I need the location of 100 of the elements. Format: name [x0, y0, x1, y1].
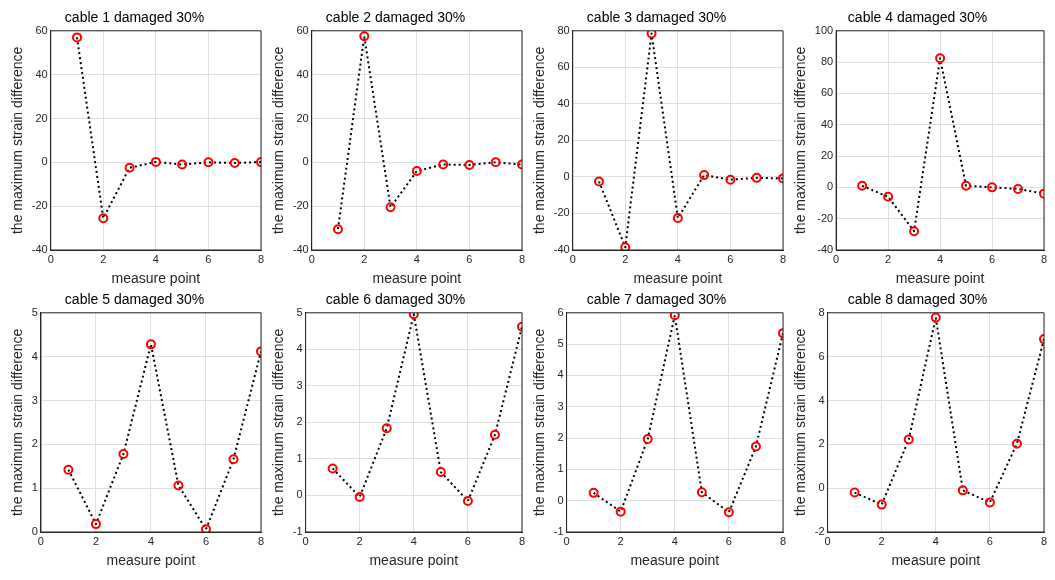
y-axis-title: the maximum strain difference — [9, 328, 26, 517]
point — [462, 495, 473, 506]
point — [385, 202, 396, 213]
x-tick-label: 6 — [727, 252, 734, 265]
x-tick-label: 8 — [779, 252, 787, 265]
y-tick-label: 4 — [296, 342, 303, 355]
y-tick-label: 3 — [557, 399, 564, 412]
point — [984, 497, 995, 508]
point — [71, 32, 82, 43]
x-tick-label: 6 — [464, 534, 471, 547]
x-axis-title: measure point — [633, 270, 723, 287]
x-tick-label: 8 — [257, 252, 265, 265]
y-tick-label: -40 — [31, 243, 48, 256]
y-tick-label: 5 — [296, 305, 303, 318]
point — [593, 176, 604, 187]
x-tick-label: 2 — [622, 252, 629, 265]
y-tick-label: 20 — [557, 133, 570, 146]
x-tick-label: 4 — [674, 252, 681, 265]
point — [150, 156, 161, 167]
chart-title: cable 5 damaged 30% — [64, 291, 205, 308]
x-tick-label: 4 — [671, 534, 678, 547]
y-tick-label: 0 — [827, 180, 834, 193]
x-tick-label: 2 — [878, 534, 885, 547]
point — [672, 213, 683, 224]
x-tick-label: 2 — [356, 534, 363, 547]
y-tick-label: -40 — [292, 243, 309, 256]
y-tick-label: 5 — [557, 337, 564, 350]
x-tick-label: 4 — [152, 252, 159, 265]
point — [620, 242, 631, 250]
point — [646, 30, 657, 39]
x-axis-title: measure point — [630, 552, 720, 569]
x-tick-label: 6 — [205, 252, 212, 265]
y-tick-label: 4 — [557, 368, 564, 381]
point — [464, 159, 475, 170]
y-axis-title: the maximum strain difference — [270, 328, 287, 517]
point — [957, 485, 968, 496]
y-tick-label: -20 — [292, 199, 309, 212]
y-tick-label: 0 — [818, 481, 825, 494]
point — [723, 507, 734, 518]
y-tick-label: 100 — [814, 23, 834, 36]
chart-title: cable 3 damaged 30% — [586, 9, 727, 26]
y-tick-label: -40 — [553, 243, 570, 256]
point — [177, 159, 188, 170]
point — [229, 157, 240, 168]
x-tick-label: 8 — [779, 534, 787, 547]
point — [696, 487, 707, 498]
point — [642, 434, 653, 444]
y-tick-label: -20 — [31, 199, 48, 212]
chart-title: cable 7 damaged 30% — [586, 291, 727, 308]
point — [408, 312, 419, 320]
point — [63, 464, 74, 475]
y-tick-label: 3 — [31, 393, 38, 406]
point — [145, 339, 156, 350]
y-axis-title: the maximum strain difference — [792, 46, 809, 235]
x-tick-label: 8 — [518, 534, 526, 547]
y-tick-label: 60 — [557, 60, 570, 73]
point — [173, 480, 184, 491]
chart-title: cable 6 damaged 30% — [325, 291, 466, 308]
y-axis-title: the maximum strain difference — [9, 46, 26, 235]
x-tick-label: 4 — [932, 534, 939, 547]
point — [909, 226, 920, 237]
y-tick-label: 0 — [563, 169, 570, 182]
chart-title: cable 4 damaged 30% — [847, 9, 988, 26]
y-axis-title: the maximum strain difference — [270, 46, 287, 235]
point — [359, 31, 370, 42]
point — [118, 448, 129, 459]
point — [615, 506, 626, 517]
point — [411, 166, 422, 177]
chart-title: cable 8 damaged 30% — [847, 291, 988, 308]
y-tick-label: 80 — [820, 55, 834, 68]
y-tick-label: 4 — [31, 349, 38, 362]
point — [961, 180, 972, 191]
y-tick-label: 1 — [296, 451, 303, 464]
x-tick-label: 6 — [986, 534, 993, 547]
x-tick-label: 6 — [725, 534, 732, 547]
x-tick-label: 2 — [92, 534, 99, 547]
x-axis-title: measure point — [369, 552, 459, 569]
x-axis-title: measure point — [891, 552, 981, 569]
x-axis-title: measure point — [372, 270, 462, 287]
y-tick-label: 4 — [818, 393, 825, 406]
x-tick-label: 4 — [410, 534, 417, 547]
point — [124, 162, 135, 173]
y-tick-label: 80 — [557, 23, 570, 36]
point — [203, 157, 214, 168]
x-tick-label: 8 — [1040, 252, 1048, 265]
point — [987, 182, 998, 193]
point — [1013, 183, 1024, 194]
y-tick-label: 60 — [35, 23, 48, 36]
y-tick-label: 2 — [31, 437, 38, 450]
x-axis-title: measure point — [895, 270, 985, 287]
point — [332, 224, 343, 235]
x-tick-label: 4 — [147, 534, 155, 547]
x-axis-title: measure point — [111, 270, 201, 287]
y-tick-label: 6 — [557, 305, 564, 318]
y-tick-label: 6 — [818, 349, 825, 362]
y-tick-label: 20 — [296, 111, 309, 124]
point — [930, 312, 941, 323]
chart-title: cable 2 damaged 30% — [325, 9, 466, 26]
y-tick-label: 2 — [296, 415, 303, 428]
point — [883, 191, 894, 202]
